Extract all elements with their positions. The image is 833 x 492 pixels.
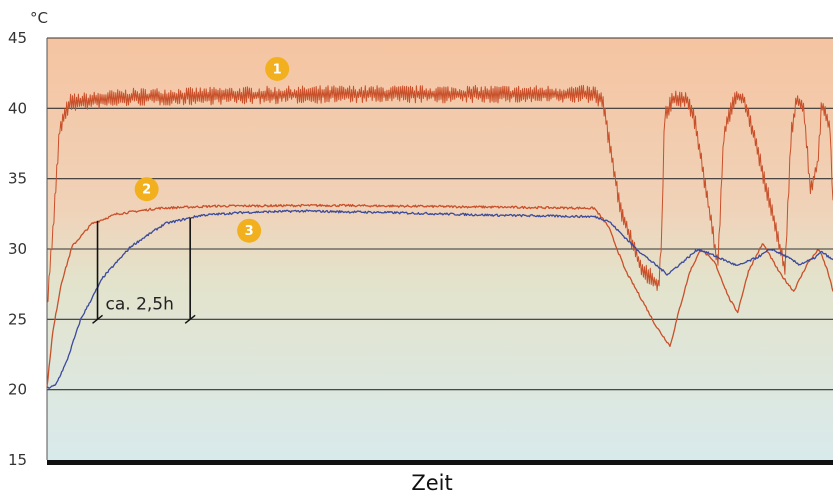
x-axis — [47, 460, 833, 465]
annotation-tick-end — [184, 314, 196, 324]
series-marker-1: 1 — [265, 56, 290, 81]
annotation-tick-start — [92, 314, 103, 324]
y-tick-25: 25 — [8, 310, 27, 328]
y-tick-40: 40 — [8, 99, 27, 117]
marker-circle — [134, 177, 159, 202]
series-lines — [46, 84, 833, 389]
grid-lines — [46, 37, 833, 460]
y-tick-15: 15 — [8, 451, 27, 469]
marker-label: 1 — [273, 62, 282, 77]
y-tick-30: 30 — [8, 240, 27, 258]
marker-label: 3 — [245, 224, 254, 239]
marker-circle — [265, 56, 290, 81]
x-axis-label: Zeit — [411, 471, 452, 492]
marker-circle — [237, 218, 262, 243]
y-unit-label: °C — [30, 9, 48, 27]
marker-label: 2 — [142, 183, 151, 198]
y-tick-35: 35 — [8, 170, 27, 188]
y-tick-45: 45 — [8, 29, 27, 47]
y-tick-labels: 15 20 25 30 35 40 45 — [8, 29, 27, 469]
series-marker-2: 2 — [134, 177, 159, 202]
series-marker-3: 3 — [237, 218, 262, 243]
series-line-3 — [47, 209, 833, 389]
annotation-text: ca. 2,5h — [106, 294, 174, 314]
series-line-1 — [46, 84, 833, 303]
y-tick-20: 20 — [8, 381, 27, 399]
duration-annotation: ca. 2,5h — [92, 218, 196, 324]
series-markers: 1 2 3 — [134, 56, 290, 243]
